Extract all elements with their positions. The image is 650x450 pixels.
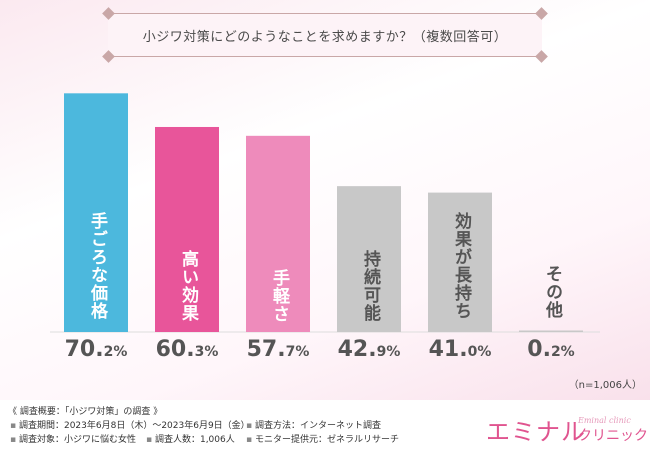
survey-provider: モニター提供元：ゼネラルリサーチ <box>246 432 399 445</box>
chart-title-box: 小ジワ対策にどのようなことを求めますか？（複数回答可） <box>102 7 548 63</box>
value-label-decimal: 2% <box>550 344 575 360</box>
value-label-integer: 60. <box>155 337 195 362</box>
bar-3 <box>246 135 310 332</box>
value-label: 57.7% <box>238 337 318 362</box>
value-label-decimal: 9% <box>376 344 401 360</box>
category-label: 高い効果 <box>178 250 198 322</box>
survey-method: 調査方法：インターネット調査 <box>246 418 381 431</box>
category-label: 効果が長持ち <box>451 212 471 320</box>
bar-2 <box>155 126 219 332</box>
value-label-decimal: 3% <box>194 344 219 360</box>
bar-1 <box>64 93 128 332</box>
survey-period: 調査期間：2023年6月8日（木）〜2023年6月9日（金） <box>10 418 250 431</box>
value-label: 41.0% <box>420 337 500 362</box>
value-label-decimal: 0% <box>467 344 492 360</box>
value-label: 70.2% <box>56 337 136 362</box>
value-label-integer: 41. <box>428 337 468 362</box>
survey-summary-title: 《 調査概要：「小ジワ対策」の調査 》 <box>8 407 163 417</box>
category-label: 手ごろな価格 <box>87 212 107 320</box>
clinic-logo-kana: クリニック <box>578 428 648 444</box>
clinic-logo-subtitle: Eminal clinic <box>578 416 631 425</box>
bar-4 <box>337 186 401 332</box>
category-label: 手軽さ <box>269 269 289 323</box>
value-label: 42.9% <box>329 337 409 362</box>
category-label: その他 <box>542 265 562 319</box>
bar-chart <box>50 93 600 333</box>
value-label-decimal: 7% <box>285 344 310 360</box>
survey-count: 調査人数：1,006人 <box>146 432 235 445</box>
value-label-integer: 57. <box>246 337 286 362</box>
value-label-integer: 42. <box>337 337 377 362</box>
survey-target: 調査対象：小ジワに悩む女性 <box>10 432 136 445</box>
value-label: 0.2% <box>511 337 591 362</box>
chart-title: 小ジワ対策にどのようなことを求めますか？（複数回答可） <box>142 29 508 45</box>
value-label: 60.3% <box>147 337 227 362</box>
value-label-decimal: 2% <box>103 344 128 360</box>
sample-size-note: （n=1,006人） <box>568 380 642 391</box>
bar-5 <box>428 192 492 332</box>
category-label: 持続可能 <box>360 250 380 322</box>
bar-6 <box>519 330 583 332</box>
value-label-integer: 0. <box>527 337 551 362</box>
value-label-integer: 70. <box>64 337 104 362</box>
clinic-logo: エミナル <box>486 418 586 446</box>
